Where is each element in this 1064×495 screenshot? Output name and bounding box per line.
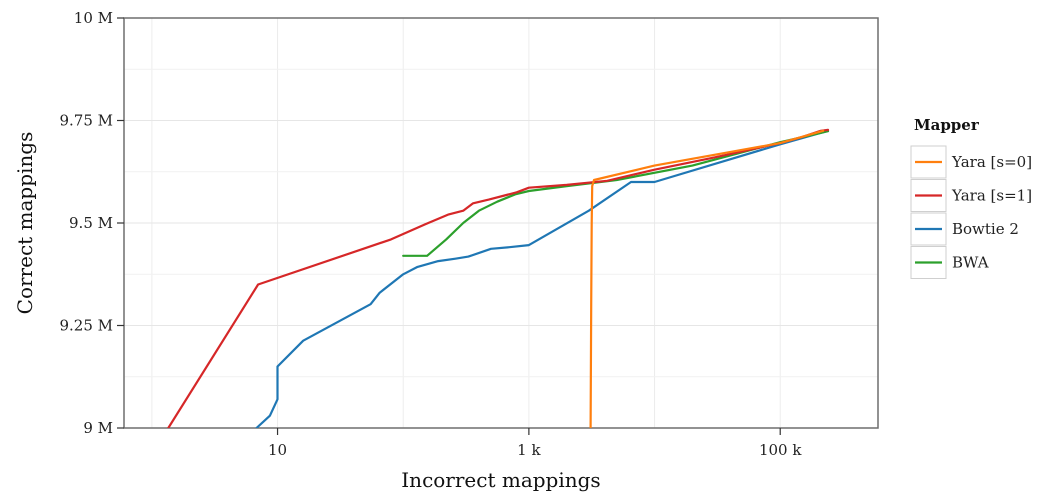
series-line-bowtie-2	[255, 129, 830, 428]
y-tick-label: 9.5 M	[69, 214, 113, 232]
axes: 9 M 9.25 M 9.5 M 9.75 M 10 M 10 1 k 100 k	[59, 9, 802, 459]
y-axis-title: Correct mappings	[13, 132, 37, 315]
legend-item: Bowtie 2	[910, 212, 1019, 246]
legend-label: Yara [s=0]	[951, 153, 1032, 171]
series-lines	[167, 128, 830, 428]
x-tick-label: 1 k	[517, 441, 541, 459]
legend-item: BWA	[910, 246, 989, 279]
legend-label: Bowtie 2	[952, 220, 1019, 238]
y-tick-label: 9.75 M	[59, 112, 113, 130]
legend-item: Yara [s=0]	[910, 145, 1032, 179]
legend-title: Mapper	[914, 116, 980, 134]
x-tick-label: 100 k	[759, 441, 802, 459]
legend-item: Yara [s=1]	[910, 179, 1032, 212]
x-axis-title: Incorrect mappings	[401, 468, 600, 492]
legend-label: Yara [s=1]	[951, 187, 1032, 205]
y-tick-label: 9.25 M	[59, 317, 113, 335]
x-tick-label: 10	[268, 441, 287, 459]
series-line-yara-s-0	[589, 129, 825, 428]
legend: Mapper Yara [s=0] Yara [s=1] Bowtie 2 BWA	[910, 116, 1032, 279]
series-line-yara-s-1	[167, 128, 830, 428]
y-tick-label: 10 M	[74, 9, 113, 27]
y-tick-label: 9 M	[83, 419, 113, 437]
legend-label: BWA	[952, 254, 989, 272]
grid	[124, 17, 878, 429]
